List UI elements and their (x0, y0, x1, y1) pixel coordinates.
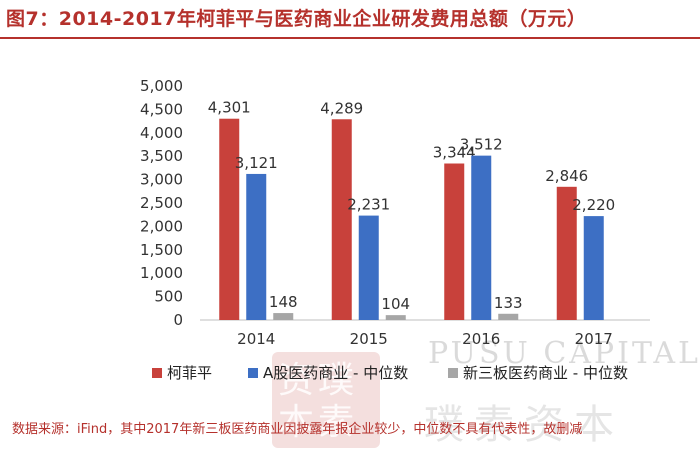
source-note: 数据来源：iFind，其中2017年新三板医药商业因披露年报企业较少，中位数不具… (12, 422, 583, 437)
data-label: 2,846 (545, 167, 588, 185)
x-category-label: 2015 (350, 330, 388, 348)
data-label: 104 (381, 295, 410, 313)
data-label: 148 (269, 293, 298, 311)
bar-2 (385, 315, 406, 320)
watermark-seal-line: 资璞 (278, 360, 359, 401)
data-label: 133 (494, 294, 523, 312)
y-tick-label: 5,000 (140, 77, 183, 95)
legend-swatch (248, 368, 258, 378)
legend-swatch (448, 368, 458, 378)
data-label: 3,512 (460, 136, 503, 154)
y-tick-label: 1,500 (140, 241, 183, 259)
bar-0 (444, 163, 465, 320)
legend-label: A股医药商业 - 中位数 (263, 364, 408, 382)
chart-title: 图7：2014-2017年柯菲平与医药商业企业研发费用总额（万元） (6, 8, 587, 30)
y-tick-label: 1,000 (140, 264, 183, 282)
y-tick-label: 3,000 (140, 171, 183, 189)
y-tick-label: 3,500 (140, 147, 183, 165)
watermark-cn: 璞素资本 (424, 402, 624, 448)
y-tick-label: 2,500 (140, 194, 183, 212)
bar-0 (219, 118, 240, 321)
data-label: 2,220 (572, 196, 615, 214)
bar-1 (471, 155, 492, 320)
legend-label: 柯菲平 (167, 364, 212, 382)
watermark-seal: 资璞 本素 (272, 352, 380, 448)
watermark-seal-text: 资璞 本素 (278, 360, 358, 444)
data-label: 3,344 (433, 144, 476, 162)
y-tick-label: 2,000 (140, 217, 183, 235)
x-category-label: 2017 (575, 330, 613, 348)
bar-1 (358, 215, 379, 320)
title-divider (0, 37, 700, 39)
watermark-latin: PUSU CAPITAL (428, 336, 700, 371)
watermark-seal-line: 本素 (278, 402, 359, 443)
bar-1 (583, 216, 604, 320)
legend-swatch (152, 368, 162, 378)
data-label: 3,121 (235, 154, 278, 172)
y-tick-label: 4,500 (140, 100, 183, 118)
bar-2 (498, 313, 519, 320)
legend-label: 新三板医药商业 - 中位数 (463, 364, 628, 382)
data-label: 4,301 (208, 99, 251, 117)
data-label: 4,289 (320, 99, 363, 117)
y-tick-label: 4,000 (140, 124, 183, 142)
x-category-label: 2014 (237, 330, 275, 348)
y-tick-label: 500 (154, 288, 183, 306)
y-tick-label: 0 (173, 311, 183, 329)
data-label: 2,231 (347, 196, 390, 214)
bar-0 (556, 186, 577, 320)
bar-0 (331, 119, 352, 320)
bar-2 (273, 313, 294, 320)
x-category-label: 2016 (462, 330, 500, 348)
bar-1 (246, 173, 267, 320)
